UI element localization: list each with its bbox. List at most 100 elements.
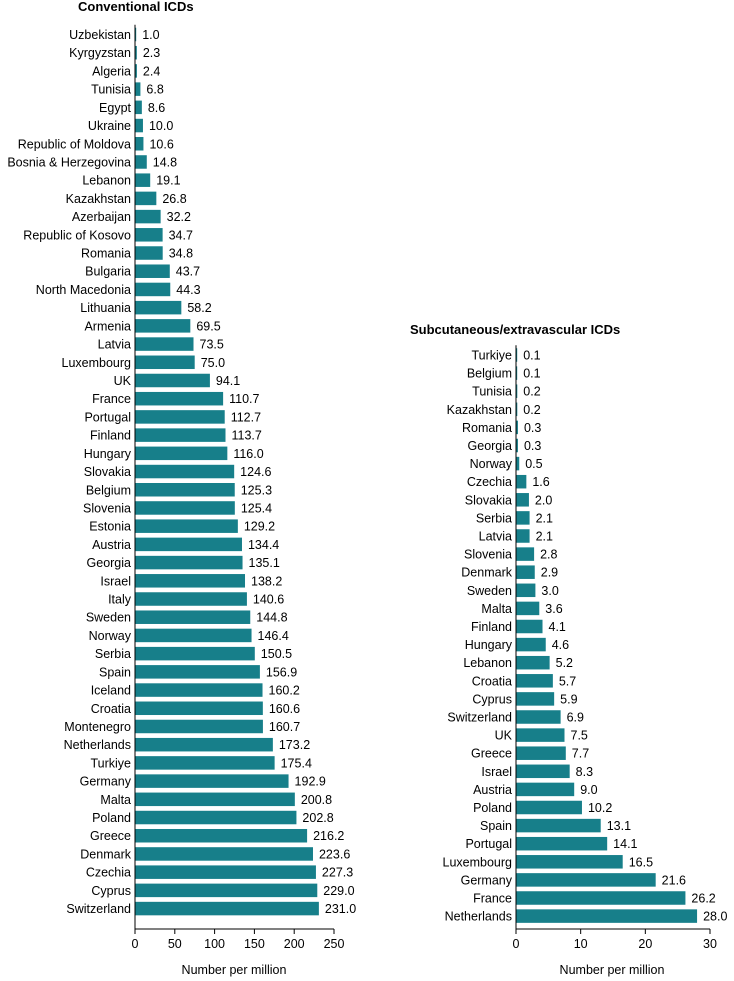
conv-bar bbox=[135, 82, 141, 96]
subq-value-label: 2.1 bbox=[536, 511, 553, 525]
subq-value-label: 8.3 bbox=[576, 765, 593, 779]
conv-value-label: 6.8 bbox=[146, 83, 163, 97]
conv-category-label: Lebanon bbox=[82, 174, 131, 188]
conv-bar bbox=[135, 191, 157, 206]
conv-value-label: 14.8 bbox=[153, 155, 177, 169]
subq-category-label: Croatia bbox=[472, 674, 512, 688]
subq-bar bbox=[516, 348, 518, 362]
conv-bar bbox=[135, 300, 182, 315]
conv-category-label: Netherlands bbox=[64, 738, 131, 752]
conv-bar bbox=[135, 737, 273, 752]
conv-category-label: Greece bbox=[90, 829, 131, 843]
subq-chart-title: Subcutaneous/extravascular ICDs bbox=[410, 322, 620, 337]
subq-bar bbox=[516, 565, 535, 579]
conv-category-label: Cyprus bbox=[91, 884, 131, 898]
conv-bar bbox=[135, 64, 137, 78]
conv-bar bbox=[135, 628, 252, 643]
subq-bar bbox=[516, 891, 686, 905]
conv-category-label: Lithuania bbox=[80, 301, 131, 315]
conv-bar bbox=[135, 137, 144, 151]
conv-bar bbox=[135, 501, 235, 515]
subq-category-label: Spain bbox=[480, 819, 512, 833]
subq-value-label: 16.5 bbox=[629, 855, 653, 869]
conv-bar bbox=[135, 100, 142, 115]
subq-category-label: Greece bbox=[471, 747, 512, 761]
conv-bar bbox=[135, 646, 255, 661]
subq-x-tick-label: 10 bbox=[574, 937, 588, 951]
conv-category-label: North Macedonia bbox=[36, 283, 131, 297]
conv-x-tick-label: 250 bbox=[324, 937, 345, 951]
conv-value-label: 150.5 bbox=[261, 647, 292, 661]
conv-bar bbox=[135, 282, 171, 297]
subq-bar bbox=[516, 674, 553, 688]
conv-category-label: Hungary bbox=[84, 447, 132, 461]
conv-value-label: 58.2 bbox=[187, 301, 211, 315]
conv-category-label: Luxembourg bbox=[62, 356, 132, 370]
conv-bar bbox=[135, 810, 297, 825]
subq-category-label: Switzerland bbox=[447, 711, 512, 725]
conv-category-label: Republic of Moldova bbox=[18, 137, 131, 151]
subq-category-label: Romania bbox=[462, 421, 512, 435]
subq-bar bbox=[516, 511, 530, 525]
conv-value-label: 2.3 bbox=[143, 46, 160, 60]
subq-value-label: 4.6 bbox=[552, 638, 569, 652]
conv-bar bbox=[135, 792, 295, 807]
conv-bar bbox=[135, 592, 247, 606]
conv-category-label: Estonia bbox=[89, 520, 131, 534]
subq-category-label: Slovakia bbox=[465, 493, 512, 507]
conv-value-label: 73.5 bbox=[200, 338, 224, 352]
conv-value-label: 223.6 bbox=[319, 847, 350, 861]
conv-category-label: Kazakhstan bbox=[66, 192, 131, 206]
conv-category-label: Kyrgyzstan bbox=[69, 46, 131, 60]
conv-value-label: 125.3 bbox=[241, 483, 272, 497]
subq-category-label: France bbox=[473, 892, 512, 906]
subq-bar bbox=[516, 836, 608, 851]
conv-value-label: 10.6 bbox=[149, 137, 173, 151]
conv-bar bbox=[135, 228, 163, 242]
conv-x-tick-label: 50 bbox=[168, 937, 182, 951]
subq-value-label: 2.9 bbox=[541, 566, 558, 580]
conv-category-label: Portugal bbox=[84, 410, 131, 424]
conv-category-label: Czechia bbox=[86, 866, 131, 880]
subq-category-label: Georgia bbox=[468, 439, 513, 453]
subq-bar bbox=[516, 909, 698, 923]
conv-value-label: 146.4 bbox=[258, 629, 289, 643]
conv-bar bbox=[135, 610, 251, 624]
subq-category-label: Belgium bbox=[467, 367, 512, 381]
conv-bar bbox=[135, 319, 191, 333]
conv-value-label: 202.8 bbox=[302, 811, 333, 825]
conv-category-label: Ukraine bbox=[88, 119, 131, 133]
conv-bar bbox=[135, 264, 170, 278]
subq-bar bbox=[516, 728, 565, 742]
subq-bar bbox=[516, 384, 518, 398]
subq-category-label: Hungary bbox=[465, 638, 513, 652]
subq-bar bbox=[516, 583, 536, 598]
conv-x-tick-label: 100 bbox=[204, 937, 225, 951]
conv-category-label: Germany bbox=[80, 775, 132, 789]
subq-bar bbox=[516, 692, 555, 706]
subq-value-label: 6.9 bbox=[567, 711, 584, 725]
conv-bar bbox=[135, 464, 235, 479]
conv-value-label: 26.8 bbox=[162, 192, 186, 206]
conv-value-label: 216.2 bbox=[313, 829, 344, 843]
subq-category-label: Sweden bbox=[467, 584, 512, 598]
conv-value-label: 129.2 bbox=[244, 520, 275, 534]
conv-value-label: 138.2 bbox=[251, 574, 282, 588]
subq-value-label: 14.1 bbox=[613, 837, 637, 851]
subq-x-tick-label: 0 bbox=[513, 937, 520, 951]
conv-value-label: 192.9 bbox=[295, 775, 326, 789]
conv-category-label: Tunisia bbox=[91, 83, 131, 97]
subq-value-label: 5.2 bbox=[556, 656, 573, 670]
subq-bar bbox=[516, 456, 520, 471]
subq-category-label: Lebanon bbox=[463, 656, 512, 670]
conv-value-label: 135.1 bbox=[249, 556, 280, 570]
subq-bar bbox=[516, 366, 518, 380]
conv-value-label: 231.0 bbox=[325, 902, 356, 916]
conv-value-label: 227.3 bbox=[322, 866, 353, 880]
conv-category-label: Finland bbox=[90, 429, 131, 443]
conv-bar bbox=[135, 118, 143, 133]
subq-value-label: 21.6 bbox=[662, 873, 686, 887]
conv-bar bbox=[135, 683, 263, 697]
subq-value-label: 26.2 bbox=[691, 892, 715, 906]
